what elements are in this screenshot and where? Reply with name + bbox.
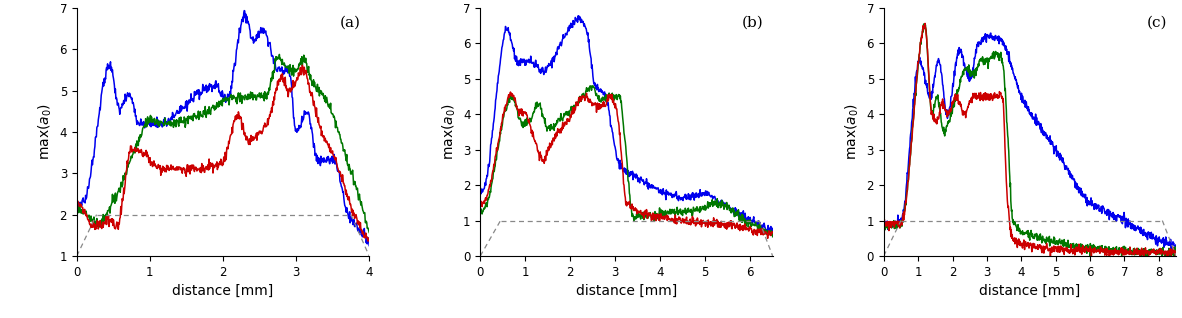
X-axis label: distance [mm]: distance [mm]	[576, 284, 677, 298]
Y-axis label: max($a_0$): max($a_0$)	[844, 104, 860, 160]
Y-axis label: max($a_0$): max($a_0$)	[440, 104, 457, 160]
Y-axis label: max($a_0$): max($a_0$)	[37, 104, 54, 160]
X-axis label: distance [mm]: distance [mm]	[173, 284, 274, 298]
Text: (b): (b)	[742, 15, 764, 29]
Text: (a): (a)	[339, 15, 361, 29]
Text: (c): (c)	[1147, 15, 1168, 29]
X-axis label: distance [mm]: distance [mm]	[979, 284, 1080, 298]
